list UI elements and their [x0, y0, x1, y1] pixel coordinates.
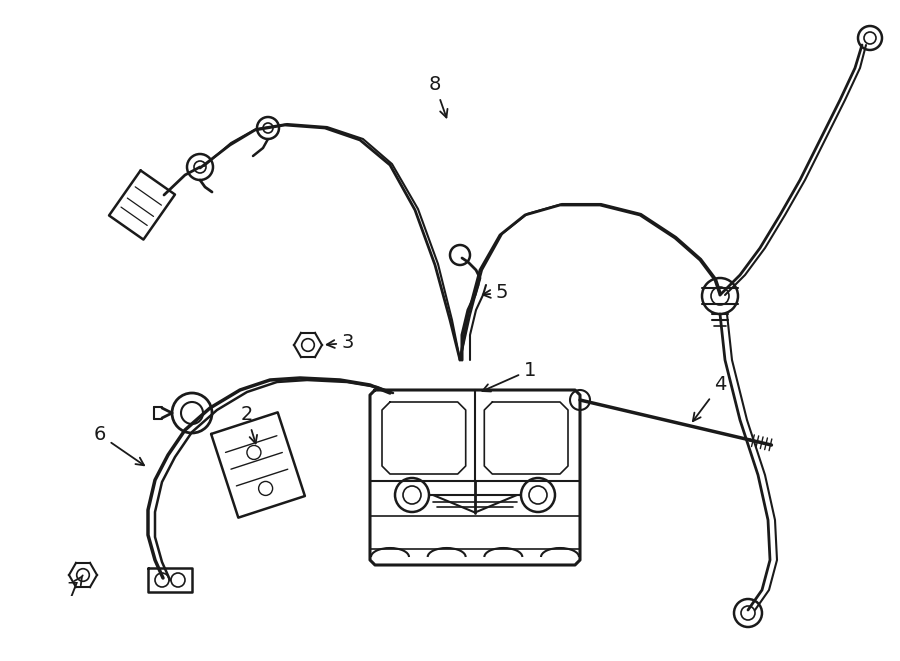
Text: 2: 2: [241, 405, 257, 444]
Text: 5: 5: [482, 284, 508, 303]
Text: 4: 4: [693, 375, 726, 421]
Text: 3: 3: [327, 334, 355, 352]
Text: 1: 1: [482, 360, 536, 391]
Text: 6: 6: [94, 426, 144, 465]
Text: 8: 8: [428, 75, 447, 118]
Text: 7: 7: [67, 575, 83, 600]
